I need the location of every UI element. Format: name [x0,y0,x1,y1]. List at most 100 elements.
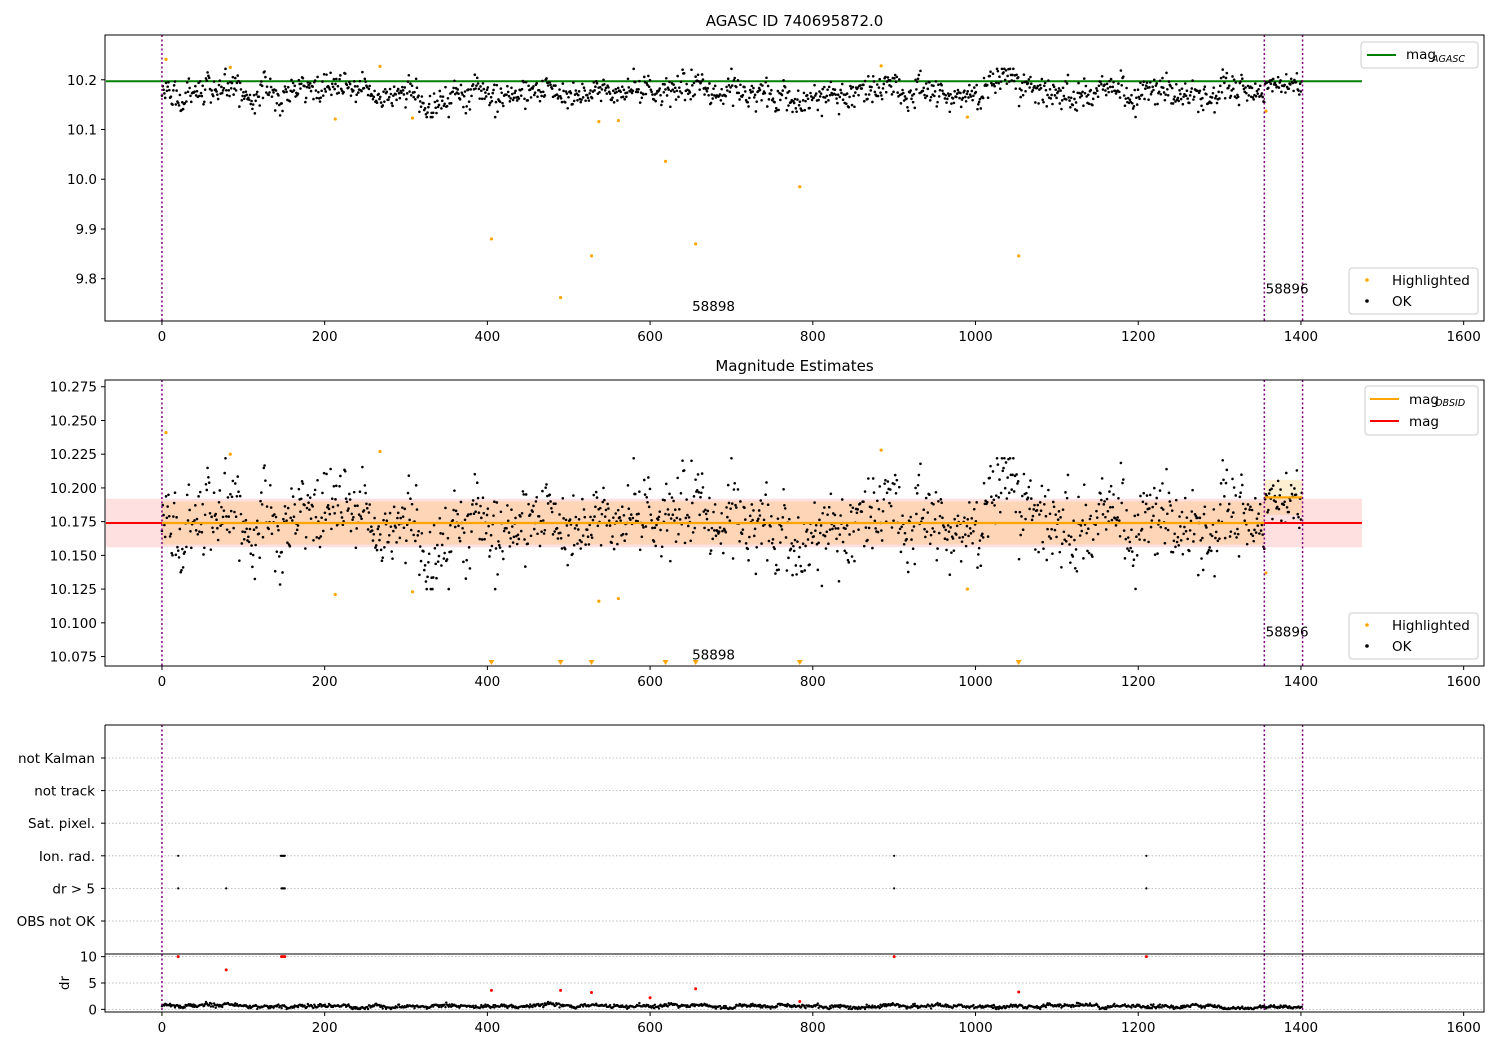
ok-point [286,541,289,544]
ok-point [1071,103,1075,107]
ok-point [644,525,648,528]
ok-point [253,577,257,581]
ok-point [234,515,238,519]
ok-point [743,518,747,521]
ok-point [237,490,240,493]
ok-point [1080,529,1084,533]
ok-point [1165,71,1168,75]
ok-point [348,498,352,501]
ok-point [537,515,541,518]
ok-point [1273,81,1277,85]
ok-point [727,84,731,87]
ok-point [620,505,624,509]
ok-point [1091,555,1094,558]
ok-point [502,104,505,108]
ok-point [928,542,932,546]
ok-point [874,527,877,530]
ok-point [251,553,255,557]
ok-point [162,513,165,517]
ok-point [913,106,917,110]
ok-point [1298,526,1301,530]
ok-point [1110,90,1114,93]
ok-point [711,97,715,100]
ok-point [589,515,592,519]
ok-point [1178,89,1181,92]
ok-point [1179,92,1182,96]
ok-point [626,77,630,81]
ok-point [1104,93,1108,97]
ok-point [502,557,505,561]
ok-point [657,515,661,519]
ok-point [1278,81,1282,84]
ok-point [896,91,899,94]
ok-point [895,75,899,79]
ok-point [487,524,490,528]
ok-point [1125,86,1128,90]
y-tick-label: 10.175 [50,515,97,531]
y-tick-label: 5 [88,976,97,992]
ok-point [1155,496,1159,500]
ok-point [229,492,232,496]
ok-point [218,79,222,83]
ok-point [1186,537,1189,541]
ok-point [260,503,264,506]
ok-point [253,112,257,115]
ok-point [855,511,859,515]
ok-point [559,95,562,98]
ok-point [286,506,290,510]
ok-point [640,535,644,539]
ok-point [497,543,501,547]
ok-point [214,88,218,91]
ok-point [916,77,920,81]
ok-point [165,89,169,93]
ok-point [728,519,732,522]
ok-point [241,94,244,98]
ok-point [1085,95,1088,98]
ok-point [433,546,437,550]
ok-point [1027,485,1031,489]
ok-point [295,528,299,532]
ok-point [940,83,943,87]
ok-point [911,529,914,532]
ok-point [1065,82,1069,85]
ok-point [244,518,248,522]
ok-point [337,91,341,95]
highlighted-point [879,448,883,452]
ok-point [578,538,582,542]
ok-point [1270,487,1273,491]
ok-point [732,79,736,82]
ok-point [336,504,340,507]
ok-point [1071,555,1075,558]
ok-point [590,96,594,100]
dr-point [277,1003,280,1006]
ok-point [282,517,285,521]
ok-point [946,538,949,541]
ok-point [1240,77,1244,80]
ok-point [848,95,851,99]
ok-point [959,105,963,109]
ok-point [740,532,744,536]
ok-point [273,513,276,516]
ok-point [777,568,781,571]
highlighted-point [164,431,168,435]
dr-flagged-point [1144,955,1148,959]
ok-point [431,115,434,119]
ok-point [588,92,591,95]
highlighted-point [164,57,168,61]
ok-point [510,86,513,90]
ok-point [1106,509,1110,513]
ok-point [679,491,683,495]
ok-point [414,77,418,81]
ok-point [1126,536,1130,539]
ok-point [947,94,951,98]
ok-point [1058,550,1062,554]
ok-point [1210,549,1213,553]
ok-point [235,81,239,85]
ok-point [966,90,970,93]
dr-point [995,1007,998,1011]
ok-point [1148,86,1151,89]
ok-point [572,99,576,103]
ok-point [1133,88,1137,92]
ok-point [555,93,559,96]
ok-point [953,90,956,93]
